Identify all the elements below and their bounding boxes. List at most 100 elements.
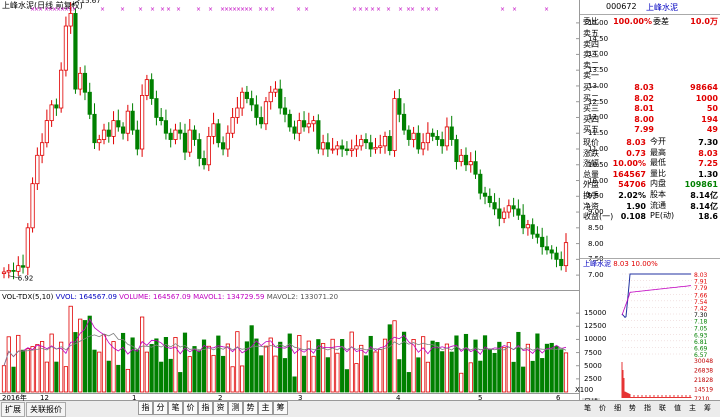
volume-bar-up <box>563 352 569 393</box>
quote-net-assets-label2: 流通 <box>650 200 666 210</box>
candle-down <box>540 236 545 248</box>
bottom-button[interactable]: 笔 <box>168 401 183 415</box>
mini-tab[interactable]: 筹 <box>704 404 711 412</box>
signal-marker: × <box>176 6 181 13</box>
quote-total-volume-value: 164567 <box>612 169 646 179</box>
bottom-button[interactable]: 资 <box>213 401 228 415</box>
quote-total-volume-value2: 1.30 <box>698 169 718 179</box>
bottom-button[interactable]: 价 <box>183 401 198 415</box>
candle-up <box>187 129 192 153</box>
mini-price-tick: 7.42 <box>694 305 708 312</box>
volume-bar-up <box>459 372 464 393</box>
volume-tick-label: 5000 <box>584 361 602 370</box>
quote-outer-volume-value: 54706 <box>618 180 646 190</box>
candle-up <box>525 224 530 229</box>
volume-bar-up <box>321 343 326 393</box>
mini-tab[interactable]: 价 <box>599 404 606 412</box>
volume-bar-down <box>325 357 330 393</box>
signal-marker: × <box>48 6 53 13</box>
candle-down <box>368 142 373 150</box>
volume-bar-down <box>430 340 435 393</box>
mini-tab[interactable]: 指 <box>644 404 651 412</box>
price-tick-label: 14.50 <box>588 34 609 43</box>
bottom-button[interactable]: 主 <box>258 401 273 415</box>
tab-related-quotes[interactable]: 关联报价 <box>26 402 66 417</box>
time-axis-label: 5 <box>478 394 483 402</box>
signal-marker: × <box>100 6 105 13</box>
tab-extend[interactable]: 扩展 <box>1 402 25 417</box>
quote-change-label: 涨跌 <box>583 148 599 158</box>
volume-bar-down <box>120 332 126 393</box>
sell-level-2-label: 卖二 <box>583 60 599 70</box>
volume-bar-down <box>454 335 459 393</box>
candle-down <box>20 265 26 268</box>
buy-level-1-volume: 98664 <box>690 83 718 92</box>
buy-level-5-label: 买五 <box>583 125 599 135</box>
kline-chart[interactable]: ××× ×××××× × × × × × × × × × × ×××××××× × × × × × × × × × × × × ×… <box>0 0 580 400</box>
signal-marker: × <box>264 6 269 13</box>
candle-down <box>197 139 202 159</box>
candle-down <box>497 208 502 219</box>
candle-up <box>101 129 107 140</box>
bottom-button[interactable]: 筹 <box>273 401 288 415</box>
volume-bar-up <box>240 365 245 393</box>
volume-bar-up <box>68 305 73 393</box>
mavol2-line <box>3 332 567 366</box>
mini-price-tick: 7.05 <box>694 326 708 333</box>
candle-down <box>106 129 111 137</box>
candle-up <box>211 123 216 137</box>
volume-bar-down <box>92 349 97 393</box>
mini-tab[interactable]: 势 <box>629 404 636 412</box>
bottom-button[interactable]: 测 <box>228 401 243 415</box>
candle-up <box>68 13 73 27</box>
bottom-button[interactable]: 指 <box>198 401 213 415</box>
volume-bar-up <box>125 368 130 393</box>
volume-bar-up <box>63 366 69 393</box>
price-tick-label: 13.00 <box>588 81 609 90</box>
candle-up <box>421 142 426 150</box>
volume-bar-down <box>530 360 535 393</box>
mini-volume-tick: 14519 <box>694 387 713 394</box>
candle-down <box>544 246 550 251</box>
quote-net-assets-value: 1.90 <box>626 201 646 211</box>
candle-down <box>220 142 226 150</box>
volume-bar-down <box>478 360 483 393</box>
mini-tab[interactable]: 联 <box>659 404 666 412</box>
mini-tab[interactable]: 细 <box>614 404 621 412</box>
signal-marker: × <box>258 6 263 13</box>
bottom-button[interactable]: 势 <box>243 401 258 415</box>
mini-tab[interactable]: 主 <box>689 404 696 412</box>
mini-intraday-chart[interactable]: 8.037.917.797.667.547.427.307.187.056.93… <box>580 268 720 400</box>
candle-down <box>530 224 535 235</box>
volume-bar-down <box>482 335 488 393</box>
mini-tab[interactable]: 笔 <box>584 404 591 412</box>
volume-bar-down <box>559 349 564 393</box>
volume-bar-down <box>521 366 526 393</box>
candle-down <box>416 132 421 150</box>
volume-bar-down <box>440 351 445 393</box>
buy-level-2-label: 买二 <box>583 93 599 103</box>
volume-bar-down <box>154 338 159 393</box>
volume-bar-up <box>49 333 54 393</box>
volume-bar-up <box>111 341 116 393</box>
volume-bar-down <box>487 348 492 393</box>
bottom-button[interactable]: 分 <box>153 401 168 415</box>
volume-bar-up <box>35 344 40 393</box>
volume-bar-up <box>268 337 273 393</box>
signal-marker: × <box>138 6 143 13</box>
candle-down <box>130 110 135 131</box>
volume-bar-up <box>235 331 240 393</box>
candle-down <box>163 120 169 134</box>
mini-price-tick: 7.18 <box>694 319 708 326</box>
candle-up <box>206 135 211 166</box>
candle-up <box>230 117 235 134</box>
signal-marker: × <box>352 6 357 13</box>
candle-up <box>425 132 430 144</box>
price-tick-label: 11.50 <box>588 129 609 138</box>
bottom-button[interactable]: 指 <box>138 401 153 415</box>
price-tick-label: 8.00 <box>588 239 604 248</box>
buy-level-3-volume: 50 <box>706 104 718 114</box>
quote-current-label: 现价 <box>583 138 599 147</box>
mini-tab[interactable]: 值 <box>674 404 681 412</box>
volume-tick-label: 10000 <box>584 335 607 344</box>
